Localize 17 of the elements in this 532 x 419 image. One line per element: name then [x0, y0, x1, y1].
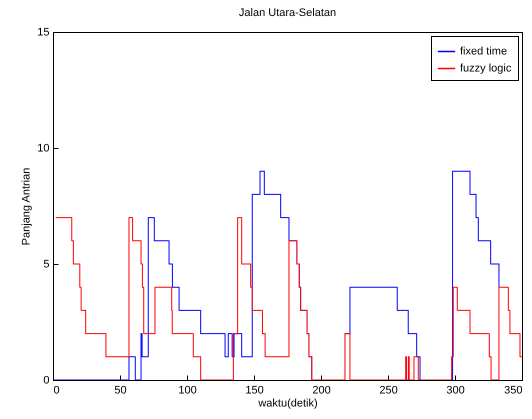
y-axis-title: Panjang Antrian — [20, 168, 32, 246]
x-tick-label: 50 — [114, 384, 127, 396]
x-tick-label: 300 — [446, 384, 465, 396]
x-axis-title: waktu(detik) — [257, 398, 318, 410]
x-tick-label: 100 — [178, 384, 197, 396]
x-tick-label: 150 — [245, 384, 264, 396]
legend-label: fixed time — [460, 46, 508, 58]
y-tick-label: 15 — [37, 26, 50, 38]
chart-title: Jalan Utara-Selatan — [238, 7, 336, 19]
x-tick-label: 200 — [312, 384, 331, 396]
y-tick-label: 5 — [43, 258, 50, 270]
legend-label: fuzzy logic — [460, 62, 512, 74]
x-tick-label: 350 — [504, 384, 522, 396]
x-tick-label: 0 — [54, 384, 60, 396]
y-tick-label: 10 — [37, 142, 50, 154]
x-tick-label: 250 — [379, 384, 398, 396]
y-tick-label: 0 — [43, 374, 50, 386]
